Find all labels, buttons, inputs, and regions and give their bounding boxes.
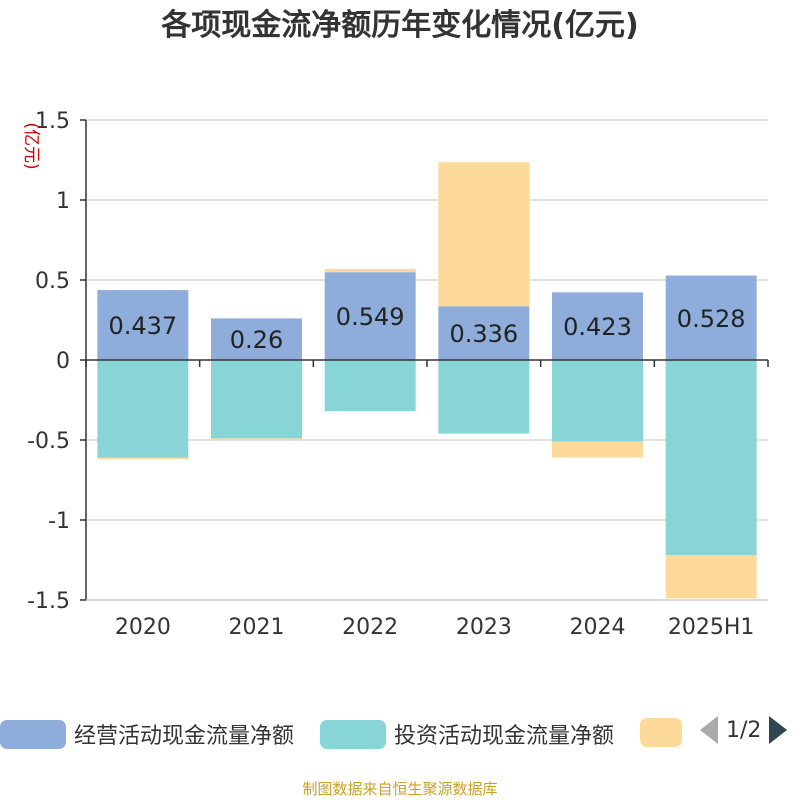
bar-segment — [552, 360, 643, 442]
legend-item-operating[interactable]: 经营活动现金流量净额 — [0, 718, 294, 750]
bar-segment — [665, 360, 757, 556]
data-label: 0.423 — [563, 313, 632, 341]
bar-segment — [211, 360, 302, 439]
legend-label-operating: 经营活动现金流量净额 — [74, 724, 295, 749]
data-label: 0.549 — [336, 303, 405, 331]
x-tick-label: 2020 — [115, 615, 171, 640]
bars — [97, 162, 757, 599]
y-tick-label: -1.5 — [27, 589, 70, 614]
axes — [80, 119, 769, 601]
legend-label-investing: 投资活动现金流量净额 — [394, 724, 615, 749]
legend-pager: 1/2 — [700, 716, 788, 744]
bar-segment — [211, 318, 302, 360]
legend-swatch-operating — [0, 719, 66, 749]
y-tick-label: 0 — [56, 349, 70, 374]
bar-segment — [97, 457, 189, 460]
data-label: 0.528 — [677, 305, 746, 333]
data-label: 0.26 — [230, 326, 283, 354]
x-tick-label: 2025H1 — [668, 615, 755, 640]
legend-next-icon[interactable] — [769, 716, 788, 744]
legend: 经营活动现金流量净额 投资活动现金流量净额 1/2 — [0, 712, 800, 756]
bar-segment — [665, 555, 757, 599]
bar-segment — [438, 162, 530, 307]
bar-segment — [97, 360, 189, 458]
x-tick-label: 2023 — [456, 615, 512, 640]
bar-segment — [552, 441, 643, 458]
bar-segment — [438, 306, 530, 360]
legend-swatch-financing — [640, 718, 682, 747]
x-tick-label: 2021 — [229, 615, 285, 640]
bar-segment — [665, 275, 757, 360]
bar-segment — [211, 438, 302, 440]
x-tick-label: 2022 — [342, 615, 398, 640]
bar-segment — [324, 272, 416, 360]
bar-segment — [97, 290, 189, 360]
legend-prev-icon[interactable] — [700, 716, 718, 744]
bar-segment — [552, 292, 643, 360]
y-tick-label: -1 — [48, 509, 70, 534]
y-tick-label: -0.5 — [27, 429, 70, 454]
legend-item-investing[interactable]: 投资活动现金流量净额 — [320, 718, 614, 750]
labels: 1.5 1 0.5 0 -0.5 -1 -1.5 (亿元) 0.437 2020 0.26 2021 0… — [21, 109, 754, 640]
legend-page-indicator: 1/2 — [726, 717, 762, 743]
y-tick-label: 0.5 — [35, 269, 70, 294]
legend-swatch-investing — [320, 719, 386, 749]
chart-title: 各项现金流净额历年变化情况(亿元) — [161, 8, 639, 43]
y-axis-title: (亿元) — [21, 122, 41, 169]
data-source-note: 制图数据来自恒生聚源数据库 — [302, 780, 498, 798]
y-tick-label: 1 — [56, 189, 70, 214]
legend-item-financing[interactable] — [640, 718, 690, 747]
data-label: 0.437 — [108, 312, 177, 340]
bar-segment — [324, 360, 416, 412]
bar-segment — [438, 360, 530, 434]
bar-segment — [324, 268, 416, 273]
x-tick-label: 2024 — [570, 615, 626, 640]
y-tick-label: 1.5 — [35, 109, 70, 134]
data-label: 0.336 — [449, 320, 518, 348]
